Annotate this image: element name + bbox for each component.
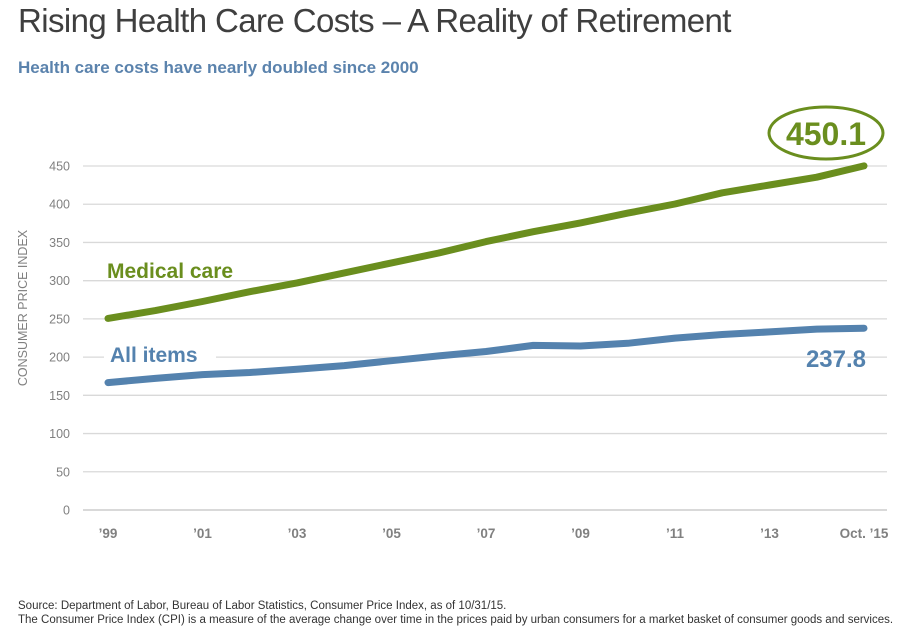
y-tick-label: 150 bbox=[49, 389, 70, 403]
end-value-all-items: 237.8 bbox=[806, 346, 866, 373]
y-tick-label: 0 bbox=[63, 504, 70, 518]
x-tick-label: ’13 bbox=[760, 526, 779, 541]
chart-title: Rising Health Care Costs – A Reality of … bbox=[18, 2, 731, 39]
y-tick-label: 450 bbox=[49, 160, 70, 174]
y-tick-label: 250 bbox=[49, 312, 70, 326]
y-tick-label: 300 bbox=[49, 274, 70, 288]
y-tick-label: 200 bbox=[49, 351, 70, 365]
end-value-medical-care: 450.1 bbox=[786, 116, 866, 152]
end-value-circle-medical-care bbox=[767, 105, 885, 161]
x-tick-label: ’99 bbox=[99, 526, 118, 541]
y-tick-label: 50 bbox=[56, 465, 70, 479]
series-line-all-items bbox=[104, 324, 868, 387]
series-label-medical-care: Medical care bbox=[107, 260, 233, 283]
y-tick-label: 100 bbox=[49, 427, 70, 441]
series-label-all-items: All items bbox=[110, 344, 198, 367]
series-lines bbox=[104, 162, 868, 387]
gridlines bbox=[83, 165, 887, 511]
y-tick-label: 350 bbox=[49, 236, 70, 250]
x-tick-label: ’11 bbox=[666, 526, 685, 541]
footer: Source: Department of Labor, Bureau of L… bbox=[18, 599, 898, 627]
x-tick-label: ’05 bbox=[382, 526, 401, 541]
chart-subtitle: Health care costs have nearly doubled si… bbox=[18, 58, 419, 77]
source-note: Source: Department of Labor, Bureau of L… bbox=[18, 600, 507, 612]
y-axis-ticks: 0 50 100 150 200 250 300 350 400 450 bbox=[49, 160, 70, 518]
y-tick-label: 400 bbox=[49, 198, 70, 212]
x-tick-label: Oct. ’15 bbox=[840, 526, 889, 541]
x-tick-label: ’09 bbox=[571, 526, 590, 541]
x-tick-label: ’03 bbox=[288, 526, 307, 541]
cpi-definition: The Consumer Price Index (CPI) is a meas… bbox=[18, 614, 894, 626]
x-tick-label: ’07 bbox=[477, 526, 496, 541]
x-tick-label: ’01 bbox=[193, 526, 212, 541]
x-axis-ticks: ’99 ’01 ’03 ’05 ’07 ’09 ’11 ’13 Oct. ’15 bbox=[99, 526, 889, 541]
series-label-all-items-bg bbox=[104, 343, 216, 367]
y-axis-label: CONSUMER PRICE INDEX bbox=[16, 229, 30, 386]
